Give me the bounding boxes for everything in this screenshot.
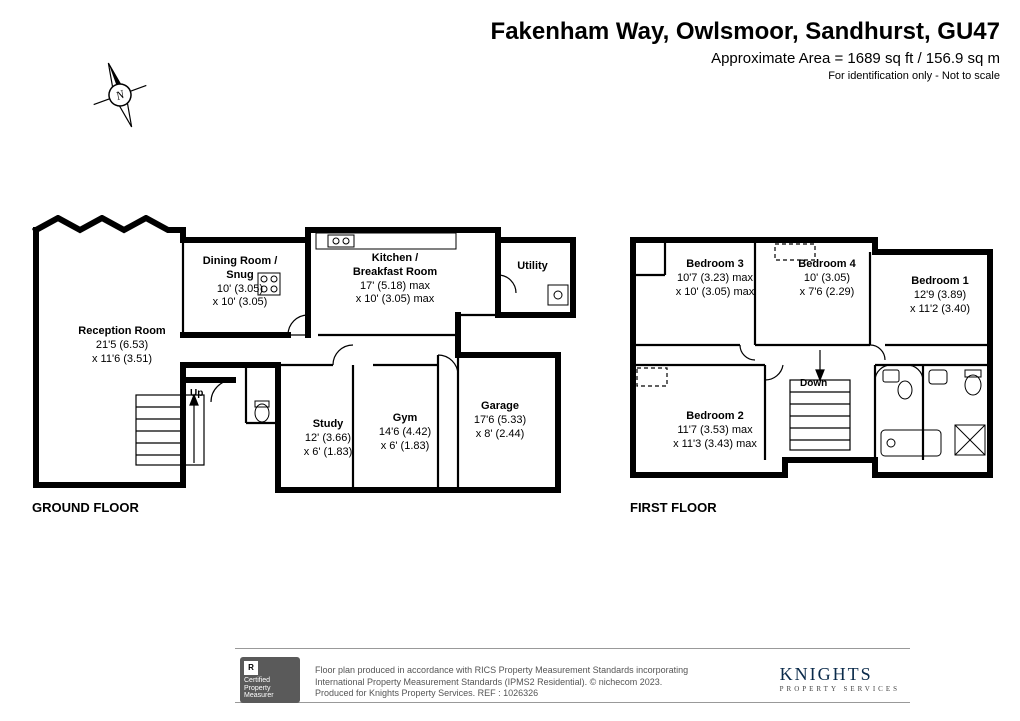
stair-direction: Down bbox=[800, 378, 827, 389]
footer-text: Floor plan produced in accordance with R… bbox=[315, 665, 688, 699]
page-title: Fakenham Way, Owlsmoor, Sandhurst, GU47 bbox=[491, 18, 1000, 46]
footer: R Certified Property Measurer Floor plan… bbox=[0, 633, 1020, 703]
scale-note: For identification only - Not to scale bbox=[828, 70, 1000, 82]
first-floor-plan bbox=[625, 220, 1005, 500]
brand-logo: KNIGHTS PROPERTY SERVICES bbox=[780, 664, 900, 693]
ground-floor-plan bbox=[28, 215, 588, 505]
rics-badge: R Certified Property Measurer bbox=[240, 657, 300, 703]
compass-icon: N bbox=[80, 55, 160, 135]
ground-floor-label: GROUND FLOOR bbox=[32, 500, 139, 515]
area-line: Approximate Area = 1689 sq ft / 156.9 sq… bbox=[711, 50, 1000, 67]
first-floor-label: FIRST FLOOR bbox=[630, 500, 717, 515]
stair-direction: Up bbox=[190, 388, 203, 399]
